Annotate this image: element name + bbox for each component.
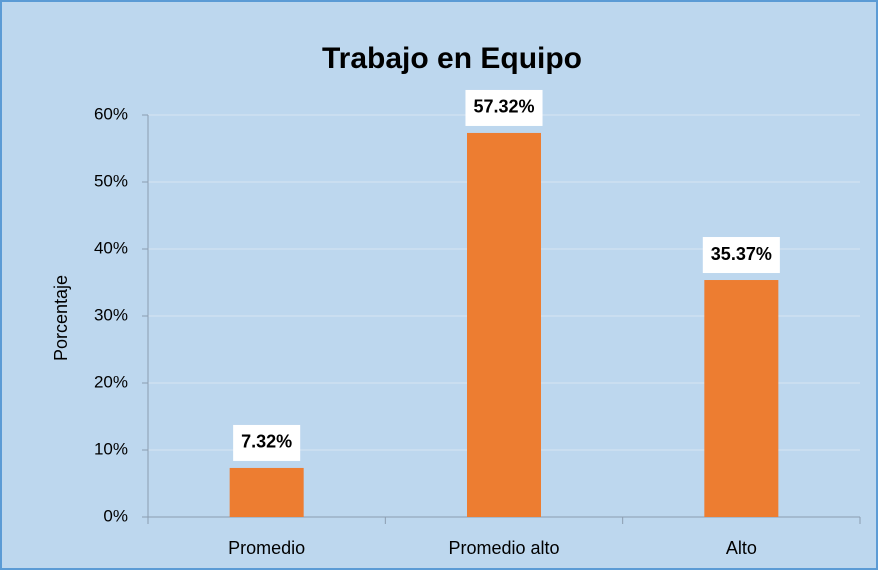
y-tick-label: 40% xyxy=(94,238,128,257)
y-tick-label: 0% xyxy=(103,506,128,525)
data-label-background xyxy=(233,424,301,461)
bar xyxy=(467,132,541,517)
y-tick-label: 60% xyxy=(94,104,128,123)
x-tick-label: Alto xyxy=(726,538,757,558)
y-tick-label: 30% xyxy=(94,305,128,324)
data-label: 7.32% xyxy=(241,432,292,452)
x-tick-label: Promedio alto xyxy=(448,538,559,558)
y-axis-label: Porcentaje xyxy=(51,275,71,361)
bar xyxy=(229,467,304,517)
data-label-background xyxy=(465,89,543,126)
chart-title: Trabajo en Equipo xyxy=(322,42,582,75)
y-tick-label: 50% xyxy=(94,171,128,190)
data-label-background xyxy=(702,237,780,274)
data-label: 35.37% xyxy=(711,244,772,264)
data-label: 57.32% xyxy=(473,97,534,117)
x-tick-label: Promedio xyxy=(228,538,305,558)
bar xyxy=(704,280,779,517)
y-tick-label: 20% xyxy=(94,372,128,391)
y-tick-label: 10% xyxy=(94,439,128,458)
